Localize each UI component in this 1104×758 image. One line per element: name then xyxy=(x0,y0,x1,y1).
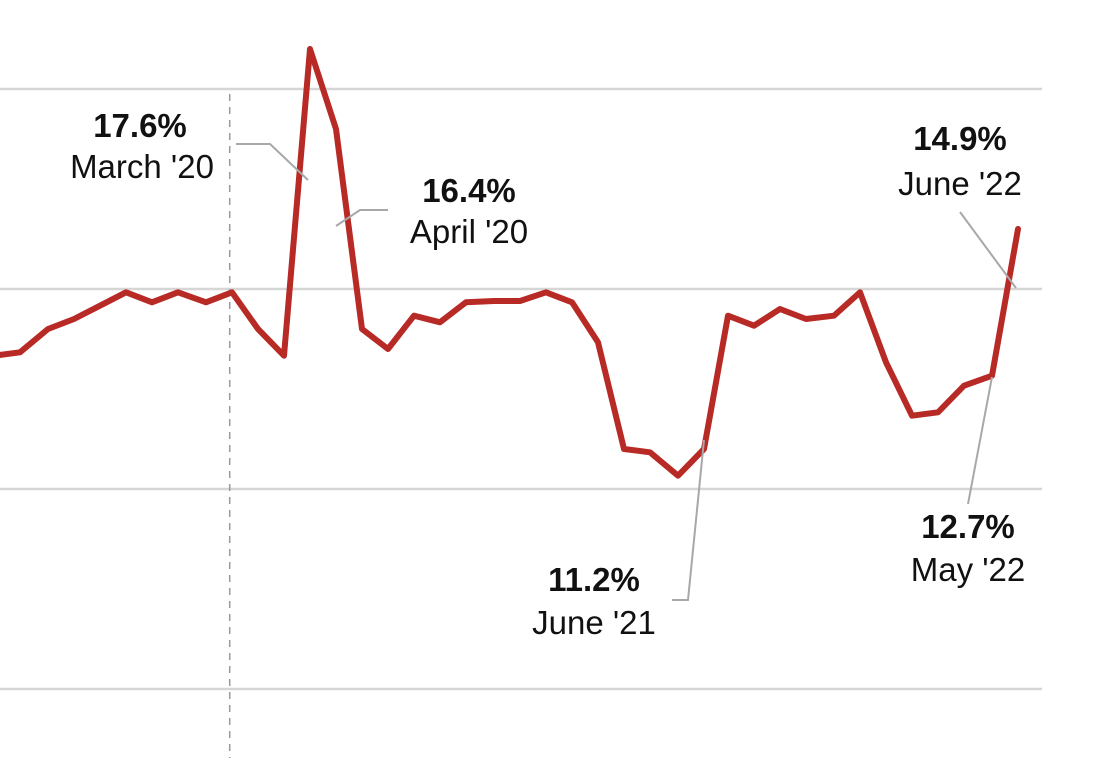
gridlines xyxy=(0,87,1042,691)
annotation-april-2020: 16.4% April '20 xyxy=(335,172,528,250)
annotation-value: 11.2% xyxy=(548,561,640,598)
annotation-label: May '22 xyxy=(911,551,1026,588)
annotation-june-2021: 11.2% June '21 xyxy=(532,439,705,641)
annotation-value: 16.4% xyxy=(422,172,516,209)
annotation-march-2020: 17.6% March '20 xyxy=(70,107,309,185)
leader-line xyxy=(672,439,705,601)
annotation-label: June '21 xyxy=(532,604,656,641)
annotation-label: June '22 xyxy=(898,165,1022,202)
annotation-june-2022: 14.9% June '22 xyxy=(898,120,1022,289)
annotation-value: 17.6% xyxy=(93,107,187,144)
annotation-may-2022: 12.7% May '22 xyxy=(911,376,1026,588)
leader-line xyxy=(236,143,309,181)
leader-line xyxy=(967,376,993,505)
annotation-value: 14.9% xyxy=(913,120,1007,157)
leader-line xyxy=(959,211,1017,289)
annotation-value: 12.7% xyxy=(921,508,1015,545)
leader-line xyxy=(335,209,388,227)
annotation-label: March '20 xyxy=(70,148,214,185)
annotation-label: April '20 xyxy=(410,213,528,250)
series-line xyxy=(0,46,1021,479)
